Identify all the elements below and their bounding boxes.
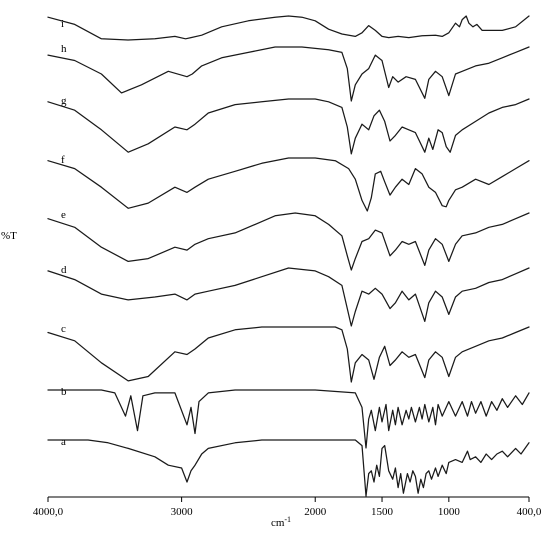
series-g-trace [47,98,530,155]
series-label-g: g [61,95,67,107]
x-axis-label: cm-1 [271,515,291,529]
spectra-traces [47,15,530,497]
series-label-a: a [61,436,66,448]
series-c-trace [47,326,530,383]
series-f-trace [47,157,530,212]
x-axis-label-exponent: -1 [284,515,291,524]
series-label-b: b [61,386,67,398]
series-a-trace [47,439,530,497]
x-tick-label-1500: 1500 [371,506,394,518]
series-i-trace [47,15,530,41]
x-tick-label-2000: 2000 [304,506,327,518]
series-h-trace [47,46,530,102]
series-labels: i h g f e d c b a [61,18,67,448]
x-tick-label-1000: 1000 [438,506,461,518]
x-axis-ticks: 4000,0 3000 2000 1500 1000 400,0 [33,497,542,518]
series-label-c: c [61,323,66,335]
series-d-trace [47,267,530,327]
x-tick-label-400: 400,0 [517,506,542,518]
x-axis-label-unit: cm [271,517,285,529]
series-label-d: d [61,264,67,276]
series-b-trace [47,389,530,449]
series-e-trace [47,212,530,271]
x-tick-label-3000: 3000 [171,506,194,518]
series-label-h: h [61,43,67,55]
x-tick-label-4000: 4000,0 [33,506,64,518]
series-label-e: e [61,209,66,221]
series-label-f: f [61,154,65,166]
series-label-i: i [61,18,64,30]
y-axis-label: %T [1,230,17,242]
